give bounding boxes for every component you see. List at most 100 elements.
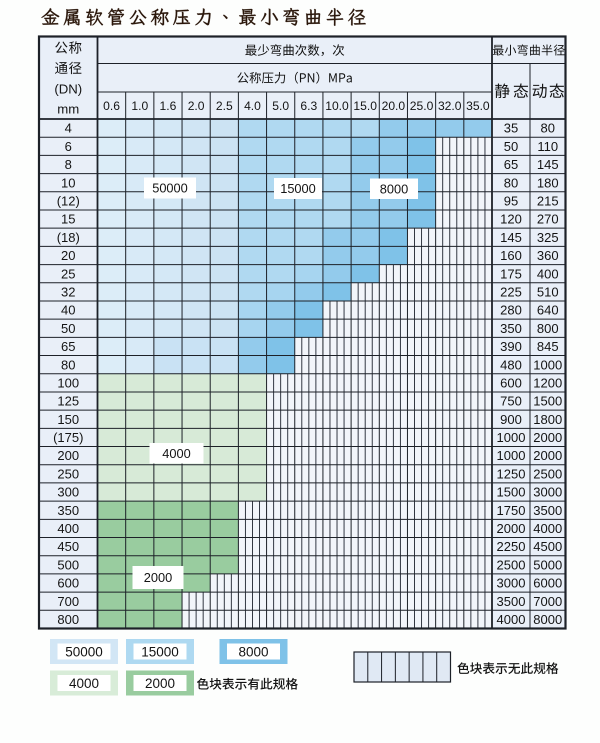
svg-text:150: 150 [57, 412, 79, 427]
svg-text:450: 450 [57, 539, 79, 554]
svg-text:95: 95 [504, 193, 518, 208]
svg-text:25: 25 [61, 266, 75, 281]
svg-text:2000: 2000 [144, 570, 172, 585]
svg-text:6: 6 [65, 139, 72, 154]
svg-text:2000: 2000 [497, 521, 526, 536]
svg-text:(175): (175) [53, 430, 83, 445]
svg-text:3500: 3500 [497, 594, 526, 609]
svg-text:2.5: 2.5 [216, 99, 233, 113]
svg-text:270: 270 [537, 212, 559, 227]
svg-text:225: 225 [500, 284, 522, 299]
svg-text:175: 175 [500, 266, 522, 281]
svg-text:480: 480 [500, 357, 522, 372]
svg-text:1000: 1000 [533, 357, 562, 372]
svg-text:845: 845 [537, 339, 559, 354]
svg-text:40: 40 [61, 303, 75, 318]
svg-text:200: 200 [57, 448, 79, 463]
svg-text:600: 600 [500, 375, 522, 390]
svg-text:32.0: 32.0 [438, 99, 462, 113]
svg-text:4000: 4000 [497, 612, 526, 627]
svg-text:35.0: 35.0 [466, 99, 490, 113]
svg-text:20.0: 20.0 [382, 99, 406, 113]
svg-text:2250: 2250 [497, 539, 526, 554]
svg-text:2500: 2500 [533, 466, 562, 481]
svg-text:4000: 4000 [162, 446, 190, 461]
svg-text:(DN): (DN) [54, 81, 82, 96]
svg-text:4000: 4000 [69, 676, 99, 691]
svg-text:160: 160 [500, 248, 522, 263]
svg-text:2.0: 2.0 [188, 99, 205, 113]
svg-text:mm: mm [57, 101, 79, 116]
svg-text:(12): (12) [57, 193, 80, 208]
svg-text:50: 50 [61, 321, 75, 336]
svg-text:8000: 8000 [533, 612, 562, 627]
svg-text:120: 120 [500, 212, 522, 227]
svg-text:80: 80 [541, 121, 555, 136]
svg-text:65: 65 [504, 157, 518, 172]
svg-text:50000: 50000 [152, 181, 188, 196]
svg-text:360: 360 [537, 248, 559, 263]
svg-text:1250: 1250 [497, 466, 526, 481]
svg-text:65: 65 [61, 339, 75, 354]
svg-text:50000: 50000 [65, 644, 103, 659]
svg-text:5000: 5000 [533, 557, 562, 572]
svg-text:800: 800 [57, 612, 79, 627]
svg-text:15.0: 15.0 [353, 99, 377, 113]
svg-text:280: 280 [500, 303, 522, 318]
svg-text:1.0: 1.0 [131, 99, 148, 113]
svg-text:1500: 1500 [533, 394, 562, 409]
svg-text:400: 400 [57, 521, 79, 536]
svg-text:100: 100 [57, 375, 79, 390]
svg-text:300: 300 [57, 485, 79, 500]
svg-text:15000: 15000 [141, 644, 179, 659]
svg-text:800: 800 [537, 321, 559, 336]
svg-text:250: 250 [57, 466, 79, 481]
svg-text:8000: 8000 [380, 181, 408, 196]
svg-text:8: 8 [65, 157, 72, 172]
svg-text:700: 700 [57, 594, 79, 609]
svg-text:4500: 4500 [533, 539, 562, 554]
svg-text:6.3: 6.3 [300, 99, 317, 113]
svg-text:4000: 4000 [533, 521, 562, 536]
svg-text:1.6: 1.6 [160, 99, 177, 113]
svg-text:350: 350 [57, 503, 79, 518]
svg-text:500: 500 [57, 557, 79, 572]
svg-text:35: 35 [504, 121, 518, 136]
svg-text:(18): (18) [57, 230, 80, 245]
svg-text:125: 125 [57, 394, 79, 409]
svg-text:20: 20 [61, 248, 75, 263]
svg-text:3000: 3000 [533, 485, 562, 500]
svg-text:1000: 1000 [497, 448, 526, 463]
svg-text:6000: 6000 [533, 576, 562, 591]
svg-text:3000: 3000 [497, 576, 526, 591]
svg-text:15: 15 [61, 212, 75, 227]
svg-text:600: 600 [57, 576, 79, 591]
svg-text:10: 10 [61, 175, 75, 190]
svg-text:1000: 1000 [497, 430, 526, 445]
svg-text:2000: 2000 [533, 430, 562, 445]
svg-text:4: 4 [65, 121, 72, 136]
svg-text:145: 145 [537, 157, 559, 172]
svg-text:390: 390 [500, 339, 522, 354]
svg-text:2000: 2000 [533, 448, 562, 463]
svg-text:10.0: 10.0 [325, 99, 349, 113]
svg-text:80: 80 [504, 175, 518, 190]
svg-text:2000: 2000 [145, 676, 175, 691]
svg-text:110: 110 [537, 139, 558, 154]
svg-text:1200: 1200 [533, 375, 562, 390]
svg-text:0.6: 0.6 [103, 99, 120, 113]
svg-text:1500: 1500 [497, 485, 526, 500]
svg-text:325: 325 [537, 230, 559, 245]
svg-text:3500: 3500 [533, 503, 562, 518]
svg-text:5.0: 5.0 [272, 99, 289, 113]
svg-text:1750: 1750 [497, 503, 526, 518]
svg-text:2500: 2500 [497, 557, 526, 572]
svg-text:640: 640 [537, 303, 559, 318]
svg-text:350: 350 [500, 321, 522, 336]
svg-text:7000: 7000 [533, 594, 562, 609]
svg-text:1800: 1800 [533, 412, 562, 427]
svg-text:900: 900 [500, 412, 522, 427]
svg-text:15000: 15000 [280, 181, 316, 196]
svg-text:80: 80 [61, 357, 75, 372]
svg-text:215: 215 [537, 193, 559, 208]
